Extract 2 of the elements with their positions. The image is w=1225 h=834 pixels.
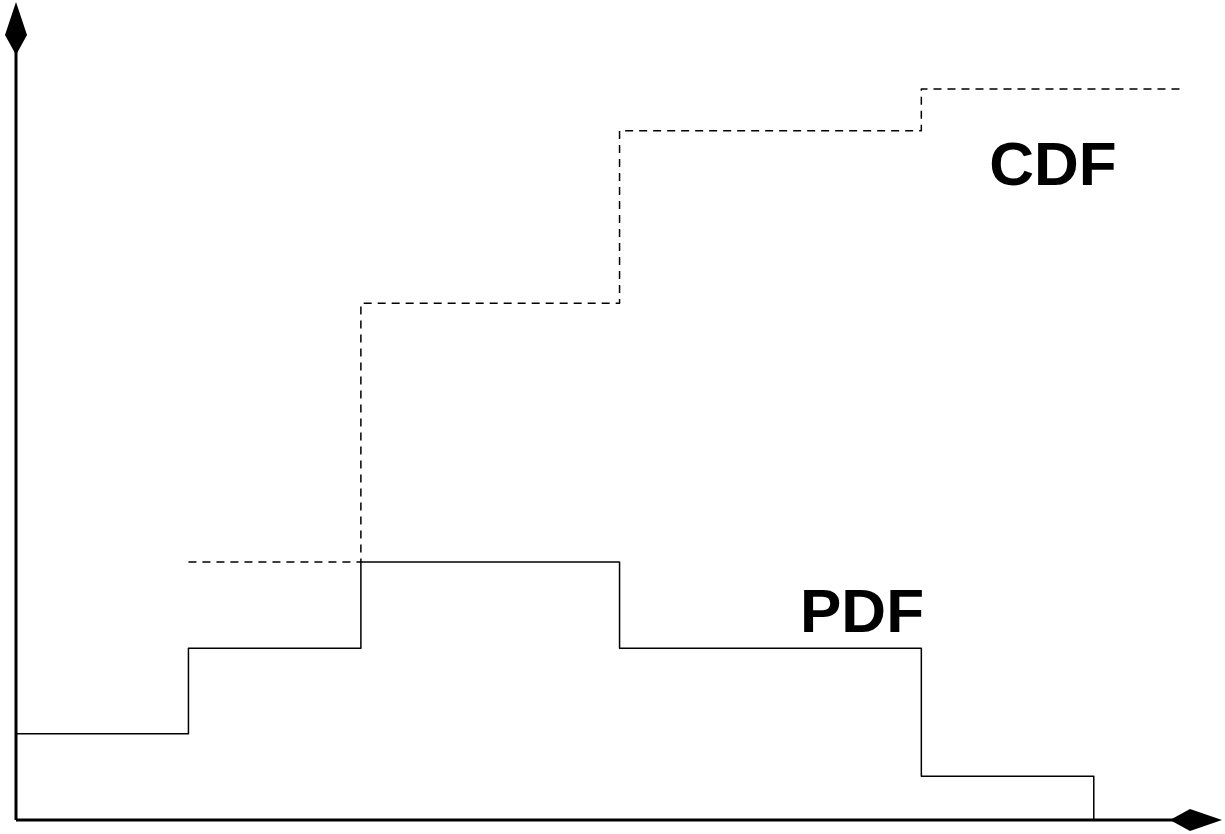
- series-label: PDF: [800, 576, 924, 645]
- series-label: CDF: [989, 129, 1117, 198]
